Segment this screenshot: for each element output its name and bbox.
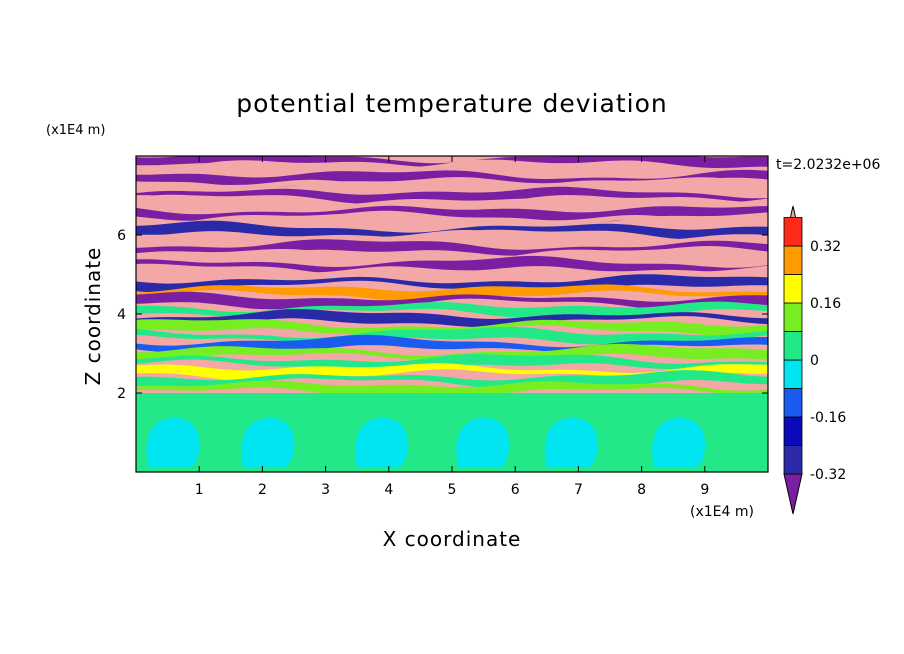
x-tick-label: 3 xyxy=(321,482,330,498)
band xyxy=(136,291,768,310)
band xyxy=(136,326,768,345)
y-tick-label: 2 xyxy=(117,386,126,402)
band xyxy=(136,343,768,363)
x-tick-label: 1 xyxy=(195,482,204,498)
roll-cell xyxy=(355,417,409,468)
colorbar-box xyxy=(783,217,803,247)
y-tick-label: 6 xyxy=(117,228,126,244)
colorbar-box xyxy=(783,331,803,361)
lower-layer xyxy=(136,393,768,472)
x-tick-label: 5 xyxy=(448,482,457,498)
x-axis: 1 2 3 4 5 6 7 8 9 xyxy=(195,156,709,498)
band xyxy=(136,220,768,240)
band xyxy=(136,370,768,389)
colorbar-box xyxy=(783,388,803,418)
y-axis-label: Z coordinate xyxy=(81,247,105,386)
band xyxy=(136,274,768,293)
roll-cell xyxy=(241,417,295,468)
x-tick-label: 8 xyxy=(637,482,646,498)
band xyxy=(136,284,768,303)
roll-cell xyxy=(544,417,598,468)
y-unit-label: (x1E4 m) xyxy=(46,123,105,138)
colorbar-label: -0.32 xyxy=(810,467,846,483)
x-tick-label: 6 xyxy=(511,482,520,498)
roll-cell xyxy=(652,417,706,468)
colorbar-box xyxy=(783,302,803,332)
band-group xyxy=(136,156,768,398)
colorbar-label: 0.16 xyxy=(810,296,841,312)
band xyxy=(136,156,768,169)
colorbar-box xyxy=(783,445,803,475)
x-tick-label: 2 xyxy=(258,482,267,498)
band xyxy=(136,319,768,338)
band xyxy=(136,354,768,372)
band xyxy=(136,159,768,177)
roll-cell xyxy=(456,417,510,468)
x-axis-label: X coordinate xyxy=(383,527,522,551)
band xyxy=(136,301,768,318)
colorbar-label: 0 xyxy=(810,353,819,369)
y-axis: 2 4 6 xyxy=(117,228,768,402)
colorbar-label: 0.32 xyxy=(810,239,841,255)
colorbar-box xyxy=(783,416,803,446)
band xyxy=(136,380,768,398)
band xyxy=(136,248,768,267)
x-tick-label: 7 xyxy=(574,482,583,498)
band xyxy=(136,195,768,214)
band xyxy=(136,255,768,274)
x-tick-label: 9 xyxy=(700,482,709,498)
colorbar-box xyxy=(783,274,803,304)
y-tick-label: 4 xyxy=(117,307,126,323)
x-tick-label: 4 xyxy=(384,482,393,498)
colorbar-label: -0.16 xyxy=(810,410,846,426)
colorbar: 0.32 0.16 0 -0.16 -0.32 xyxy=(783,205,846,515)
band xyxy=(136,309,768,328)
colorbar-box xyxy=(783,245,803,275)
band xyxy=(136,334,768,353)
chart-title: potential temperature deviation xyxy=(236,89,667,118)
roll-cell xyxy=(146,417,200,468)
band xyxy=(136,177,768,196)
time-label: t=2.0232e+06 xyxy=(776,157,880,173)
colorbar-box xyxy=(783,359,803,389)
colorbar-extend-low xyxy=(783,473,803,515)
band xyxy=(136,239,768,257)
plot-area xyxy=(136,156,768,472)
band xyxy=(136,186,768,205)
band xyxy=(136,213,768,232)
x-unit-label: (x1E4 m) xyxy=(690,504,754,520)
